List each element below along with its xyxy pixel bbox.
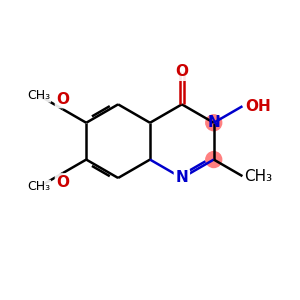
Text: N: N <box>176 170 188 185</box>
Text: CH₃: CH₃ <box>244 169 272 184</box>
Text: N: N <box>207 115 220 130</box>
Text: O: O <box>56 175 69 190</box>
Text: O: O <box>176 64 188 79</box>
Text: OH: OH <box>245 99 271 114</box>
Text: CH₃: CH₃ <box>27 180 50 194</box>
Text: CH₃: CH₃ <box>27 89 50 102</box>
Text: O: O <box>56 92 69 107</box>
Circle shape <box>206 115 222 131</box>
Circle shape <box>206 152 222 167</box>
